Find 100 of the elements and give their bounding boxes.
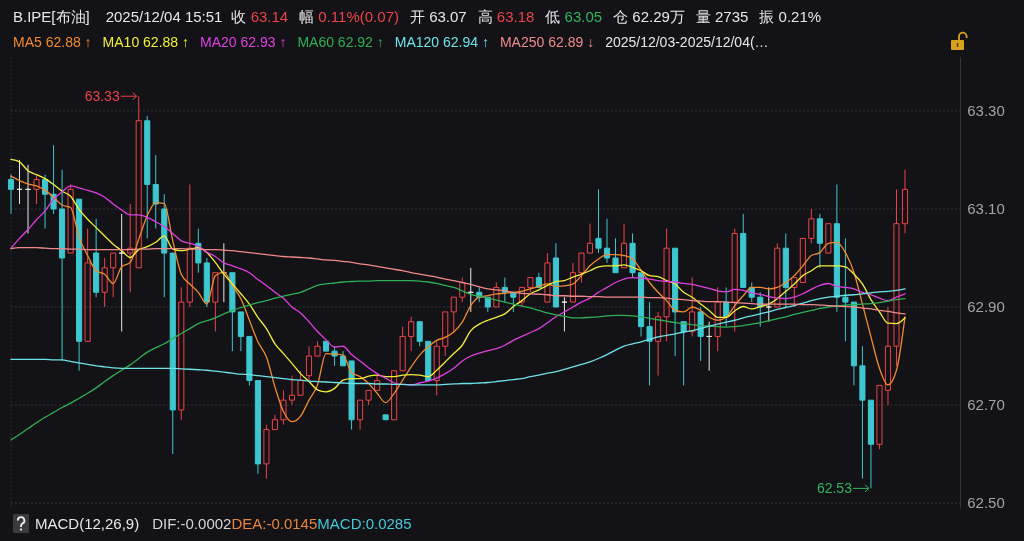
- text: MA60 62.92 ↑: [297, 34, 384, 50]
- candlestick: [620, 223, 628, 269]
- annotation: 62.53: [816, 480, 853, 497]
- candlestick: [42, 174, 49, 230]
- candlestick: [348, 360, 355, 431]
- candlestick: [340, 350, 347, 367]
- candlestick: [7, 174, 15, 215]
- candlestick: [825, 223, 832, 254]
- text: MA20 62.93 ↑: [200, 34, 287, 50]
- candlestick: [442, 311, 449, 357]
- candlestick: [246, 335, 253, 386]
- candlestick: [791, 277, 798, 308]
- candlestick: [569, 262, 576, 303]
- chart-subtitle: 2025/12/04 15:51: [105, 8, 223, 25]
- candlestick: [646, 301, 653, 386]
- text: 高 63.18: [477, 8, 535, 25]
- candlestick: [101, 257, 108, 308]
- candlestick: [578, 252, 585, 283]
- candlestick: [740, 213, 747, 288]
- text: MA120 62.94 ↑: [394, 34, 489, 50]
- candlestick: [808, 208, 815, 244]
- candlestick: [833, 183, 840, 313]
- candlestick: [297, 370, 304, 396]
- y-tick-label: 63.10: [967, 200, 1005, 218]
- candlestick: [672, 247, 679, 357]
- candlestick: [254, 380, 261, 475]
- candlestick: [263, 424, 270, 480]
- candlestick: [152, 154, 159, 230]
- text: MA10 62.88 ↑: [102, 34, 189, 50]
- candlestick: [552, 242, 559, 308]
- candlestick: [416, 321, 423, 347]
- candlestick: [127, 203, 134, 293]
- text: 仓 62.29万: [613, 8, 685, 25]
- candlestick: [680, 321, 687, 386]
- candlestick: [867, 399, 874, 489]
- candlestick: [271, 414, 278, 431]
- candlestick: [697, 306, 704, 362]
- candlestick: [518, 286, 525, 308]
- candlestick: [203, 257, 210, 308]
- candlestick: [288, 375, 296, 406]
- text: MACD:0.0285: [317, 515, 412, 532]
- candlestick: [816, 213, 823, 269]
- candlestick: [212, 272, 219, 333]
- annotation: 63.33: [84, 88, 120, 105]
- candlestick: [33, 174, 40, 205]
- candlestick: [280, 389, 287, 426]
- candlestick: [663, 228, 670, 342]
- candlestick: [842, 237, 849, 342]
- candlestick: [655, 311, 662, 377]
- text: 振 0.21%: [759, 8, 822, 25]
- candlestick: [706, 321, 713, 372]
- candlestick: [731, 228, 738, 333]
- candlestick: [714, 286, 721, 352]
- y-tick-label: 63.30: [967, 102, 1005, 120]
- text: MA5 62.88 ↑: [13, 34, 92, 50]
- candlestick: [408, 316, 415, 352]
- candlestick: [884, 306, 892, 406]
- candlestick: [493, 282, 500, 308]
- candlestick: [110, 252, 117, 298]
- candlestick: [169, 252, 176, 455]
- candlestick: [774, 242, 781, 308]
- candlestick: [765, 286, 772, 323]
- text: DIF:-0.0002: [152, 515, 232, 532]
- candlestick: [67, 183, 74, 254]
- candlestick: [322, 340, 330, 352]
- text: DEA:-0.0145: [231, 515, 318, 532]
- candlestick: [178, 286, 185, 421]
- text: MACD(12,26,9): [35, 515, 140, 532]
- candlestick: [365, 389, 372, 406]
- candlestick: [237, 311, 244, 352]
- candlestick: [59, 169, 66, 362]
- line-series: [10, 279, 906, 441]
- candlestick: [782, 232, 789, 308]
- candlestick: [799, 237, 806, 283]
- candlestick: [629, 232, 636, 279]
- candlestick: [144, 115, 151, 239]
- y-tick-label: 62.70: [967, 396, 1005, 414]
- candlestick: [561, 296, 568, 333]
- chart-title: B.IPE[布油]: [13, 8, 90, 25]
- candlestick: [84, 228, 91, 342]
- text: MA250 62.89 ↓: [499, 34, 595, 50]
- candlestick: [425, 340, 432, 382]
- candlestick: [467, 267, 474, 313]
- candlestick: [859, 345, 866, 480]
- candlestick: [450, 296, 457, 333]
- candlestick: [850, 301, 857, 386]
- candlestick: [876, 384, 883, 450]
- candlestick: [374, 375, 381, 391]
- text: 量 2735: [695, 8, 749, 25]
- text: 幅 0.11%(0.07): [299, 8, 399, 25]
- candlestick: [24, 164, 32, 234]
- candlestick: [382, 414, 389, 421]
- candlestick: [595, 188, 602, 254]
- line-series: [10, 247, 906, 315]
- candlestick: [527, 277, 534, 293]
- candlestick: [305, 345, 313, 382]
- candlestick: [186, 183, 193, 308]
- text: 开 63.07: [409, 8, 467, 25]
- line-series: [10, 175, 906, 423]
- candlestick: [901, 169, 909, 234]
